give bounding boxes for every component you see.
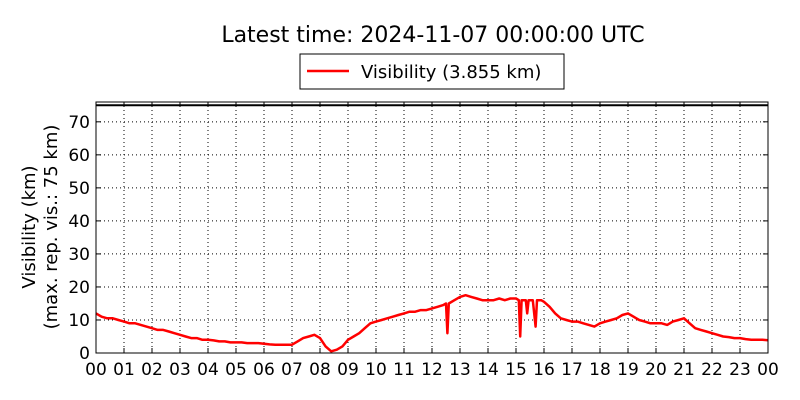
y-tick-label: 0 [79,344,90,364]
y-tick-label: 10 [68,311,90,331]
y-tick-label: 20 [68,278,90,298]
y-tick-label: 40 [68,212,90,232]
x-tick-label: 15 [505,360,527,380]
y-axis-label: Visibility (km) [19,165,40,288]
x-tick-label: 06 [253,360,275,380]
x-tick-label: 23 [729,360,751,380]
x-tick-label: 09 [337,360,359,380]
series-layer [95,293,769,353]
x-tick-label: 20 [645,360,667,380]
x-tick-label: 17 [561,360,583,380]
x-tick-label: 13 [449,360,471,380]
y-axis-label-sub: (max. rep. vis.: 75 km) [41,125,62,330]
plot-frame [95,101,769,354]
x-tick-label: 08 [309,360,331,380]
grid [96,102,768,353]
x-tick-label: 10 [365,360,387,380]
x-tick-label: 04 [197,360,219,380]
x-tick-label: 07 [281,360,303,380]
y-axis: 0 10 20 30 40 50 60 70 [68,113,768,364]
x-tick-label: 02 [141,360,163,380]
x-tick-label: 14 [477,360,499,380]
visibility-series-line [95,293,769,353]
x-tick-label: 18 [589,360,611,380]
x-tick-label: 03 [169,360,191,380]
x-tick-label: 05 [225,360,247,380]
x-tick-label: 00 [757,360,779,380]
x-tick-label: 11 [393,360,415,380]
x-tick-label: 12 [421,360,443,380]
chart-title: Latest time: 2024-11-07 00:00:00 UTC [221,23,644,48]
x-axis: 00 01 02 03 04 05 06 07 08 09 10 11 12 13 14 15 16 17 18 19… [85,102,779,380]
x-tick-label: 01 [113,360,135,380]
x-tick-label: 19 [617,360,639,380]
legend: Visibility (3.855 km) [299,53,565,90]
y-tick-label: 30 [68,245,90,265]
y-tick-label: 50 [68,179,90,199]
y-tick-label: 70 [68,113,90,133]
y-tick-label: 60 [68,146,90,166]
x-tick-label: 16 [533,360,555,380]
x-tick-label: 22 [701,360,723,380]
x-tick-label: 00 [85,360,107,380]
x-tick-label: 21 [673,360,695,380]
legend-label: Visibility (3.855 km) [361,62,541,83]
